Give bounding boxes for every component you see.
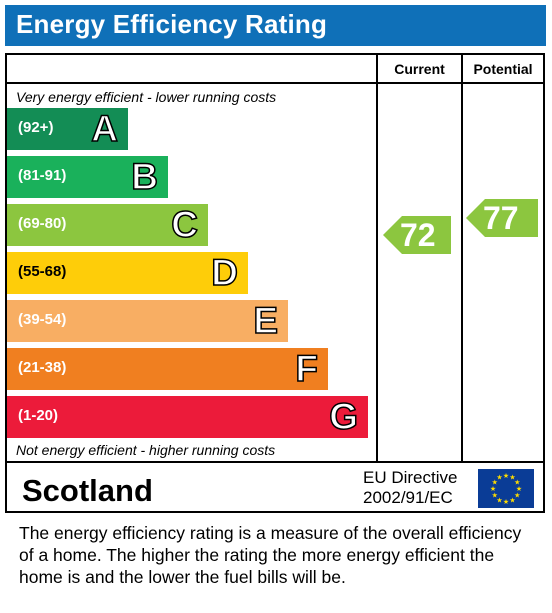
eu-star-icon: ★: [514, 479, 520, 487]
footer-divider: [7, 461, 543, 463]
rating-bar-range: (81-91): [18, 167, 67, 184]
eu-star-icon: ★: [516, 485, 522, 493]
eu-star-icon: ★: [514, 492, 520, 500]
eu-directive: EU Directive 2002/91/EC: [363, 468, 457, 508]
eu-star-icon: ★: [503, 498, 509, 506]
potential-rating-arrow-shape: [466, 199, 538, 237]
rating-bar-letter: E: [253, 299, 279, 342]
eu-star-icon: ★: [496, 474, 502, 482]
rating-bar-range: (1-20): [18, 407, 59, 424]
rating-bar-a: (92+) A: [7, 107, 128, 150]
eu-star-icon: ★: [490, 485, 496, 493]
eu-star-icon: ★: [503, 472, 509, 480]
current-column-divider: [376, 55, 378, 463]
eu-star-icon: ★: [492, 479, 498, 487]
rating-bar-d: (55-68) D: [7, 251, 248, 294]
rating-bar-range: (55-68): [18, 263, 67, 280]
rating-bar-range: (39-54): [18, 311, 67, 328]
chart-title: Energy Efficiency Rating: [16, 9, 328, 39]
eu-directive-line1: EU Directive: [363, 468, 458, 487]
current-rating-arrow-shape: [383, 216, 451, 254]
rating-bar-c: (69-80) C: [7, 203, 208, 246]
rating-bar-e: (39-54) E: [7, 299, 288, 342]
potential-column-header: Potential: [473, 61, 533, 77]
potential-rating-arrow-value: 77: [483, 200, 519, 236]
eu-flag-icon: ★ ★ ★ ★ ★ ★ ★ ★ ★ ★ ★ ★: [478, 469, 534, 508]
rating-bar-range: (69-80): [18, 215, 67, 232]
rating-bar-letter: G: [328, 395, 358, 438]
rating-bar-range: (92+): [18, 119, 54, 136]
rating-bar-letter: C: [171, 203, 199, 246]
rating-bar-letter: F: [295, 347, 319, 390]
title-bar: Energy Efficiency Rating: [5, 5, 546, 46]
eu-star-icon: ★: [496, 496, 502, 504]
current-rating-arrow: 72: [383, 216, 451, 254]
eu-star-icon: ★: [492, 492, 498, 500]
rating-bar-letter: D: [211, 251, 239, 294]
rating-bar-letter: B: [131, 155, 159, 198]
current-rating-arrow-value: 72: [400, 217, 436, 253]
rating-bar-g: (1-20) G: [7, 395, 368, 438]
country-label: Scotland: [22, 473, 153, 508]
eu-star-icon: ★: [509, 474, 515, 482]
top-note: Very energy efficient - lower running co…: [16, 89, 277, 105]
eu-directive-line2: 2002/91/EC: [363, 488, 453, 507]
rating-bar-f: (21-38) F: [7, 347, 328, 390]
rating-bar-letter: A: [91, 107, 119, 150]
header-divider: [7, 82, 543, 84]
potential-rating-arrow: 77: [466, 199, 538, 237]
eu-star-icon: ★: [509, 496, 515, 504]
current-column-header: Current: [394, 61, 445, 77]
rating-bar-range: (21-38): [18, 359, 67, 376]
potential-column-divider: [461, 55, 463, 463]
rating-chart: Current Potential Very energy efficient …: [5, 53, 545, 513]
rating-bar-b: (81-91) B: [7, 155, 168, 198]
description-text: The energy efficiency rating is a measur…: [19, 523, 522, 587]
bottom-note: Not energy efficient - higher running co…: [16, 442, 276, 458]
